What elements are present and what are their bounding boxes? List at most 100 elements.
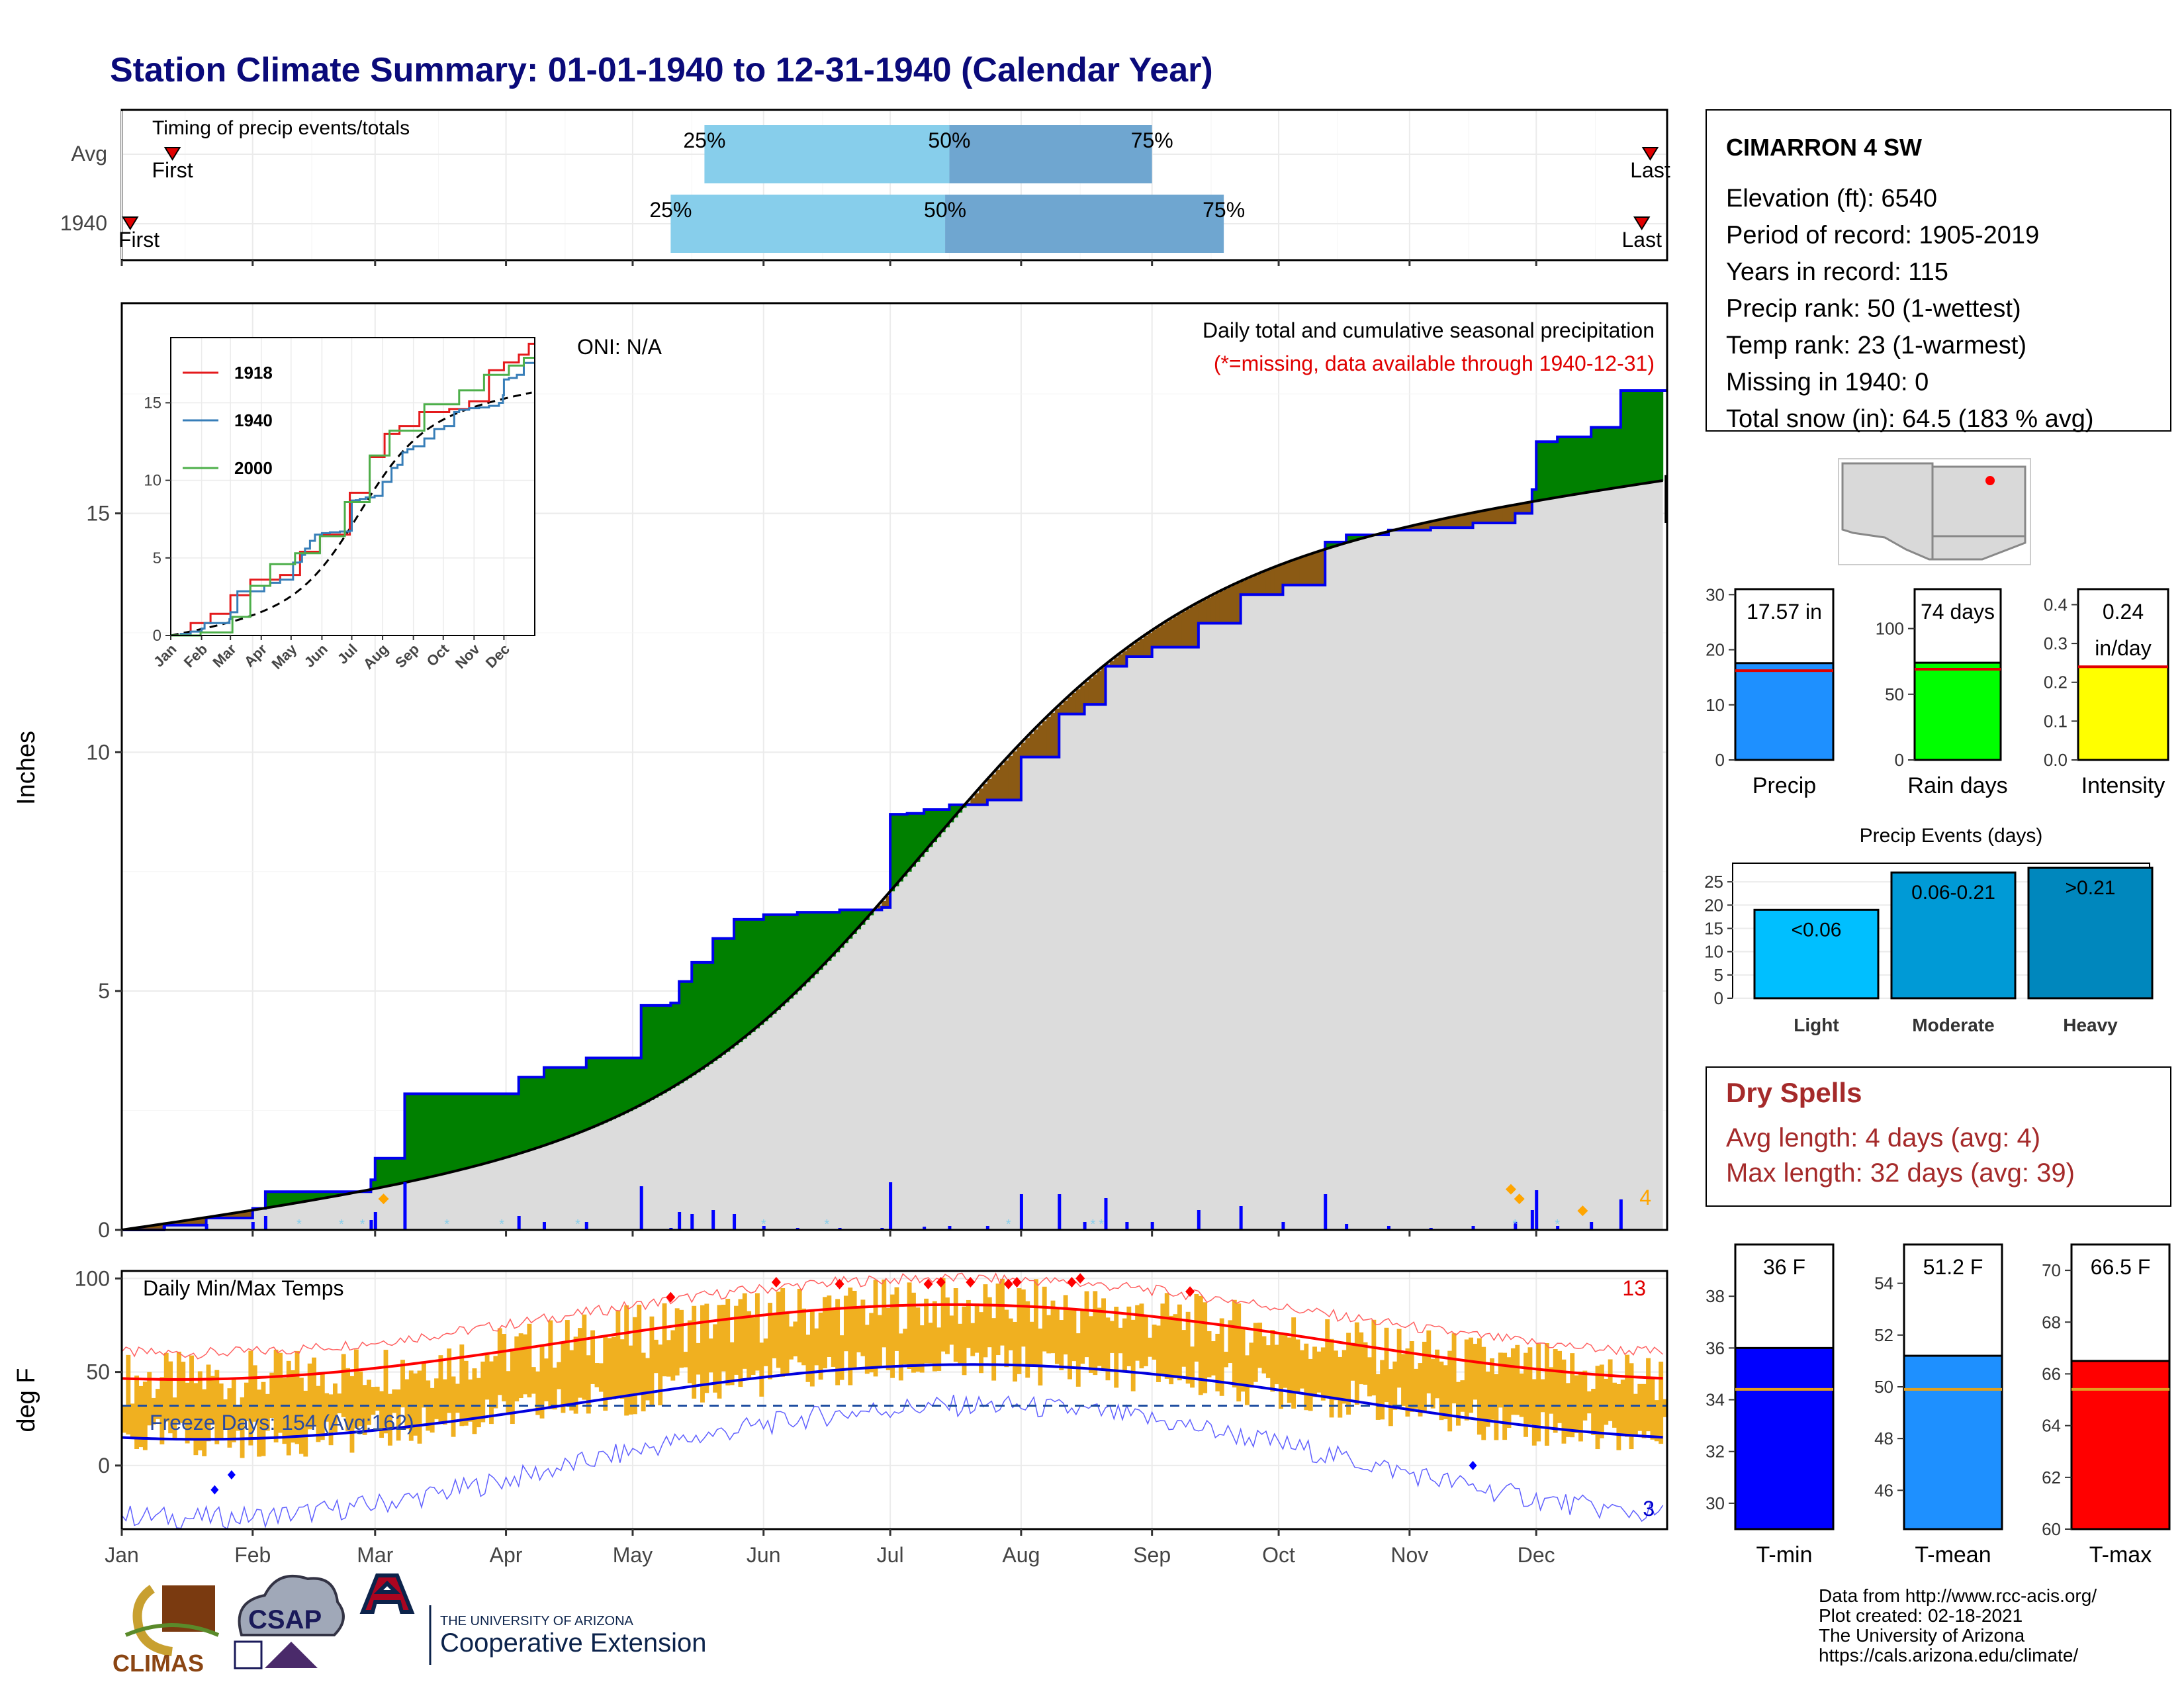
deficit-band — [193, 1219, 199, 1225]
inset-line-2000 — [171, 356, 535, 637]
average-cumulative-area — [122, 480, 1663, 1230]
page-title: Station Climate Summary: 01-01-1940 to 1… — [110, 51, 1213, 89]
deficit-band — [1109, 661, 1115, 667]
bar-value-label: 51.2 F — [1923, 1255, 1983, 1279]
daily-temp-range — [1354, 1322, 1359, 1405]
daily-temp-range — [991, 1318, 997, 1381]
bar-category-label: T-mean — [1915, 1542, 1991, 1568]
deficit-band — [1169, 619, 1174, 647]
surplus-band — [557, 1067, 562, 1141]
daily-temp-range — [1350, 1342, 1355, 1381]
surplus-band — [565, 1067, 570, 1139]
q50-label: 50% — [924, 198, 966, 222]
bar-value-label: 17.57 in — [1747, 600, 1822, 624]
daily-temp-range — [797, 1288, 802, 1363]
deficit-band — [886, 896, 891, 908]
daily-temp-range — [298, 1378, 304, 1454]
bar-category-label: Intensity — [2081, 773, 2165, 798]
daily-temp-range — [1312, 1346, 1317, 1397]
surplus-band — [404, 1094, 410, 1183]
deficit-band — [172, 1222, 177, 1225]
events-ytick: 25 — [1704, 872, 1723, 892]
surplus-band — [430, 1094, 435, 1178]
events-ytick: 15 — [1704, 918, 1723, 938]
surplus-band — [472, 1094, 477, 1167]
record-low-marker — [227, 1470, 236, 1480]
surplus-band — [670, 1003, 676, 1088]
daily-temp-range — [619, 1339, 625, 1399]
surplus-band — [827, 912, 832, 961]
summary-value-bar — [1913, 661, 2002, 761]
surplus-band — [818, 912, 823, 970]
daily-temp-range — [1075, 1333, 1081, 1387]
cumulative-1940-line — [122, 389, 1667, 1231]
daily-precip-bar — [678, 1212, 682, 1230]
surplus-band — [1540, 442, 1545, 500]
daily-temp-range — [586, 1355, 591, 1414]
surplus-band — [527, 1077, 532, 1151]
daily-temp-range — [400, 1360, 405, 1408]
deficit-band — [1004, 760, 1009, 800]
daily-temp-range — [1295, 1339, 1300, 1393]
deficit-band — [1114, 657, 1119, 667]
deficit-band — [1215, 593, 1220, 624]
temp-panel-title: Daily Min/Max Temps — [143, 1276, 343, 1300]
surplus-band — [603, 1058, 608, 1123]
surplus-band — [375, 1158, 380, 1189]
daily-temp-range — [1198, 1295, 1203, 1395]
daily-temp-range — [658, 1344, 663, 1405]
surplus-band — [1574, 437, 1579, 495]
deficit-band — [1177, 614, 1182, 647]
daily-temp-range — [383, 1350, 388, 1434]
deficit-band — [1443, 518, 1448, 528]
surplus-band — [298, 1192, 304, 1203]
daily-temp-range — [1257, 1323, 1263, 1368]
daily-temp-range — [510, 1348, 515, 1425]
climas-logo: CLIMAS — [113, 1585, 220, 1677]
surplus-band — [805, 912, 811, 982]
deficit-band — [882, 900, 887, 908]
daily-temp-range — [480, 1361, 486, 1423]
daily-temp-range — [738, 1299, 743, 1387]
bar-category-label: Precip — [1752, 773, 1816, 798]
daily-temp-range — [1203, 1302, 1208, 1393]
surplus-band — [742, 919, 747, 1039]
surplus-band — [552, 1067, 557, 1143]
surplus-band — [932, 809, 937, 843]
surplus-band — [729, 938, 735, 1049]
deficit-band — [987, 778, 992, 800]
daily-temp-range — [1506, 1357, 1512, 1429]
daily-temp-range — [569, 1350, 574, 1411]
daily-temp-range — [468, 1379, 473, 1422]
daily-temp-range — [1215, 1333, 1220, 1391]
daily-temp-range — [430, 1387, 435, 1433]
daily-temp-range — [700, 1305, 705, 1403]
surplus-band — [945, 809, 950, 827]
daily-temp-range — [1156, 1325, 1161, 1382]
events-title: Precip Events (days) — [1860, 825, 2043, 847]
daily-temp-range — [1105, 1317, 1111, 1381]
daily-temp-range — [1316, 1351, 1322, 1393]
daily-temp-range — [291, 1370, 296, 1443]
daily-temp-range — [1325, 1319, 1330, 1397]
daily-temp-range — [320, 1372, 325, 1440]
daily-temp-range — [257, 1389, 262, 1457]
daily-temp-range — [983, 1284, 988, 1358]
daily-temp-range — [138, 1385, 144, 1448]
surplus-band — [371, 1180, 376, 1190]
daily-temp-range — [1245, 1355, 1250, 1405]
surplus-band — [1629, 391, 1634, 486]
daily-temp-range — [197, 1371, 203, 1451]
daily-temp-range — [573, 1336, 578, 1414]
surplus-band — [324, 1192, 330, 1198]
deficit-band — [147, 1226, 152, 1230]
surplus-band — [1625, 391, 1630, 487]
surplus-band — [615, 1058, 621, 1117]
deficit-band — [1270, 568, 1275, 595]
dry-spells-box: Dry Spells Avg length: 4 days (avg: 4) M… — [1706, 1066, 2171, 1207]
daily-temp-range — [1063, 1295, 1068, 1355]
daily-temp-range — [202, 1389, 207, 1456]
daily-temp-range — [1498, 1352, 1503, 1408]
deficit-band — [181, 1221, 186, 1225]
daily-temp-range — [265, 1393, 270, 1431]
